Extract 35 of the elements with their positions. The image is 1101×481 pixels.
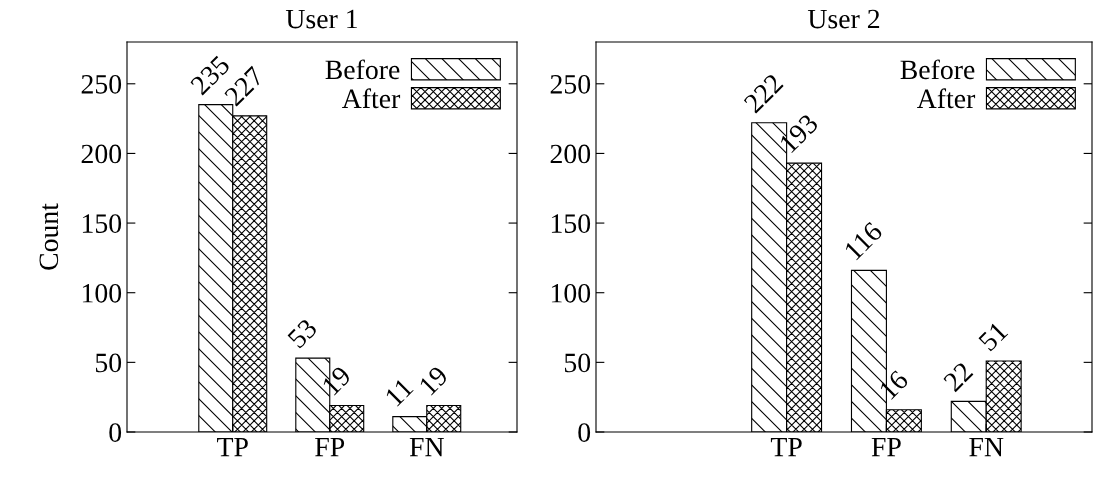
- x-tick-label: FP: [871, 437, 901, 457]
- y-axis-title: Count: [39, 203, 59, 270]
- chart-title: User 1: [285, 9, 357, 29]
- y-tick-label: 150: [82, 214, 122, 233]
- x-tick-label: FN: [409, 437, 444, 457]
- data-label: 16: [878, 369, 910, 400]
- legend-label: After: [342, 88, 401, 109]
- legend-label: Before: [325, 59, 400, 80]
- chart-title: User 2: [807, 9, 880, 29]
- x-tick-label: TP: [217, 437, 248, 457]
- legend-label: After: [917, 88, 976, 109]
- y-tick-label: 0: [109, 423, 122, 442]
- data-label: 116: [843, 220, 884, 261]
- y-tick-label: 200: [550, 144, 591, 164]
- x-tick-label: FN: [969, 437, 1004, 457]
- data-label: 193: [778, 113, 820, 154]
- y-tick-label: 200: [81, 144, 122, 164]
- y-tick-label: 50: [95, 353, 122, 373]
- x-tick-label: FP: [315, 437, 345, 457]
- y-tick-label: 100: [551, 283, 591, 303]
- data-label: 11: [384, 377, 414, 407]
- y-tick-label: 0: [578, 423, 591, 442]
- y-tick-label: 100: [82, 283, 122, 303]
- data-label: 22: [942, 361, 974, 393]
- data-label: 19: [418, 365, 449, 396]
- legend-label: Before: [900, 59, 975, 80]
- x-tick-label: TP: [770, 437, 802, 457]
- y-tick-label: 250: [550, 74, 591, 94]
- data-label: 53: [287, 317, 318, 349]
- y-tick-label: 150: [551, 214, 591, 233]
- y-tick-label: 50: [564, 353, 591, 373]
- data-label: 51: [977, 321, 1009, 352]
- y-tick-label: 250: [81, 74, 122, 94]
- data-label: 222: [743, 73, 784, 114]
- data-label: 19: [321, 365, 352, 396]
